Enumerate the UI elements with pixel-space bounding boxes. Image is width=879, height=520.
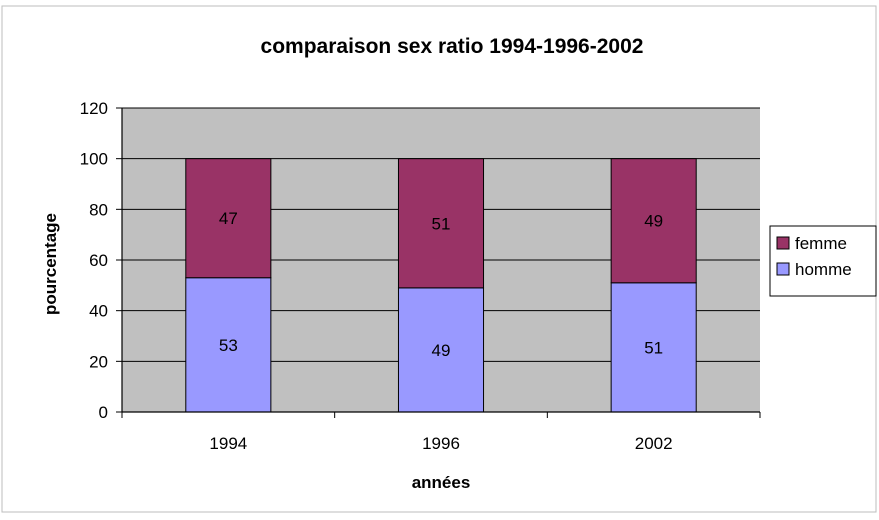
bar-homme-1994 xyxy=(185,277,272,413)
legend-label-femme: femme xyxy=(795,234,847,253)
y-axis-ticks: 0 20 40 60 80 100 120 xyxy=(80,99,122,422)
y-tick-label: 60 xyxy=(89,251,108,270)
y-tick-label: 100 xyxy=(80,150,108,169)
legend-swatch-homme xyxy=(776,262,790,276)
data-label-homme-2002: 51 xyxy=(644,338,663,357)
data-label-femme-1994: 47 xyxy=(219,209,238,228)
y-tick-label: 0 xyxy=(99,403,108,422)
bar-femme-1994 xyxy=(185,158,272,279)
x-tick-label: 2002 xyxy=(635,434,673,453)
chart-title: comparaison sex ratio 1994-1996-2002 xyxy=(261,35,644,58)
y-tick-label: 20 xyxy=(89,352,108,371)
x-axis-title: années xyxy=(412,473,471,492)
y-tick-label: 80 xyxy=(89,200,108,219)
legend: femme homme xyxy=(769,225,877,297)
legend-label-homme: homme xyxy=(795,260,852,279)
y-tick-label: 40 xyxy=(89,302,108,321)
data-label-homme-1994: 53 xyxy=(219,336,238,355)
x-tick-label: 1994 xyxy=(209,434,247,453)
x-tick-label: 1996 xyxy=(422,434,460,453)
x-axis-ticks: 1994 1996 2002 xyxy=(121,412,761,453)
y-axis-title: pourcentage xyxy=(41,213,60,315)
legend-swatch-femme xyxy=(776,236,790,250)
bar-femme-1996 xyxy=(397,158,485,289)
bar-homme-2002 xyxy=(610,282,697,413)
data-label-homme-1996: 49 xyxy=(432,341,451,360)
bars: 53 47 49 51 51 49 xyxy=(185,158,697,413)
data-label-femme-1996: 51 xyxy=(432,214,451,233)
bar-femme-2002 xyxy=(610,158,697,284)
data-label-femme-2002: 49 xyxy=(644,212,663,231)
y-tick-label: 120 xyxy=(80,99,108,118)
bar-homme-1996 xyxy=(397,287,485,413)
